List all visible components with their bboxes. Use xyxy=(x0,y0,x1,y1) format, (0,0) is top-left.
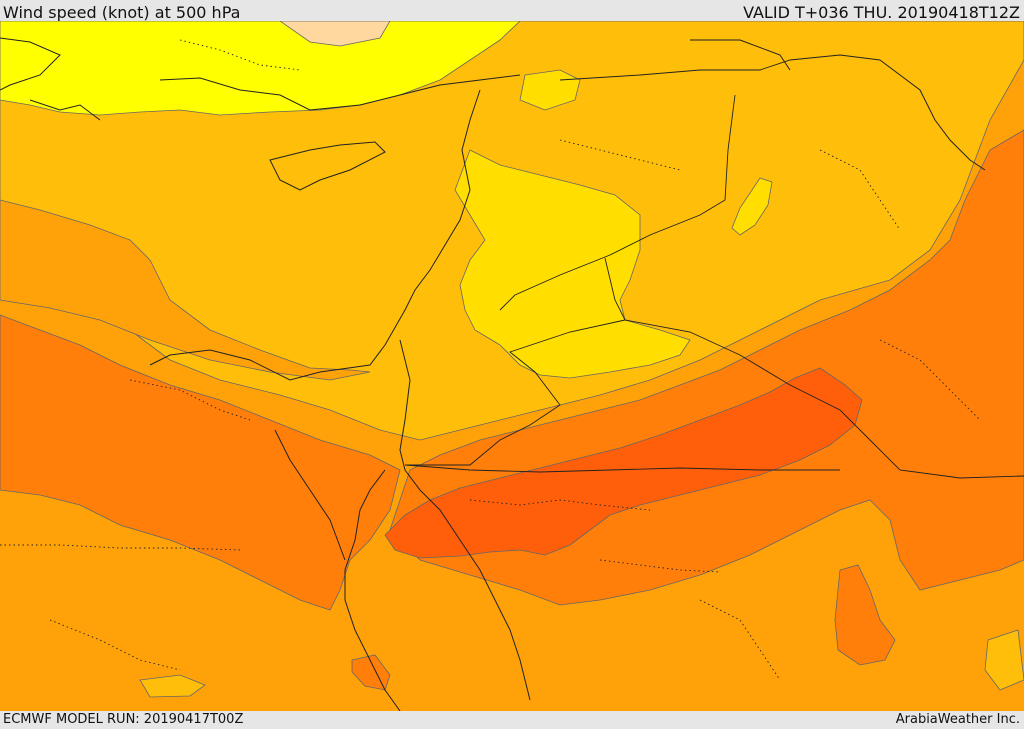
band-very-low-north xyxy=(0,21,521,116)
wind-speed-map xyxy=(0,21,1024,711)
band-low-center xyxy=(454,149,691,379)
province-borders xyxy=(0,39,981,681)
band-low-patch-ne xyxy=(731,177,773,236)
footer-bar: ECMWF MODEL RUN: 20190417T00Z ArabiaWeat… xyxy=(0,711,1024,729)
credit-label: ArabiaWeather Inc. xyxy=(895,712,1020,727)
header-bar: Wind speed (knot) at 500 hPa VALID T+036… xyxy=(0,0,1024,22)
country-borders xyxy=(404,54,1024,479)
band-mid-patch-south xyxy=(139,674,206,698)
band-very-high-jet-core xyxy=(384,367,863,559)
band-calm-patch xyxy=(279,21,391,47)
model-run-label: ECMWF MODEL RUN: 20190417T00Z xyxy=(3,712,244,727)
coastlines xyxy=(0,37,986,711)
band-mid-patch-se xyxy=(984,629,1024,691)
band-high-patch-se xyxy=(834,564,896,666)
valid-time: VALID T+036 THU. 20190418T12Z xyxy=(743,3,1020,22)
band-high-west xyxy=(0,314,401,611)
band-mid-high-west xyxy=(0,199,371,381)
map-title: Wind speed (knot) at 500 hPa xyxy=(3,3,241,22)
